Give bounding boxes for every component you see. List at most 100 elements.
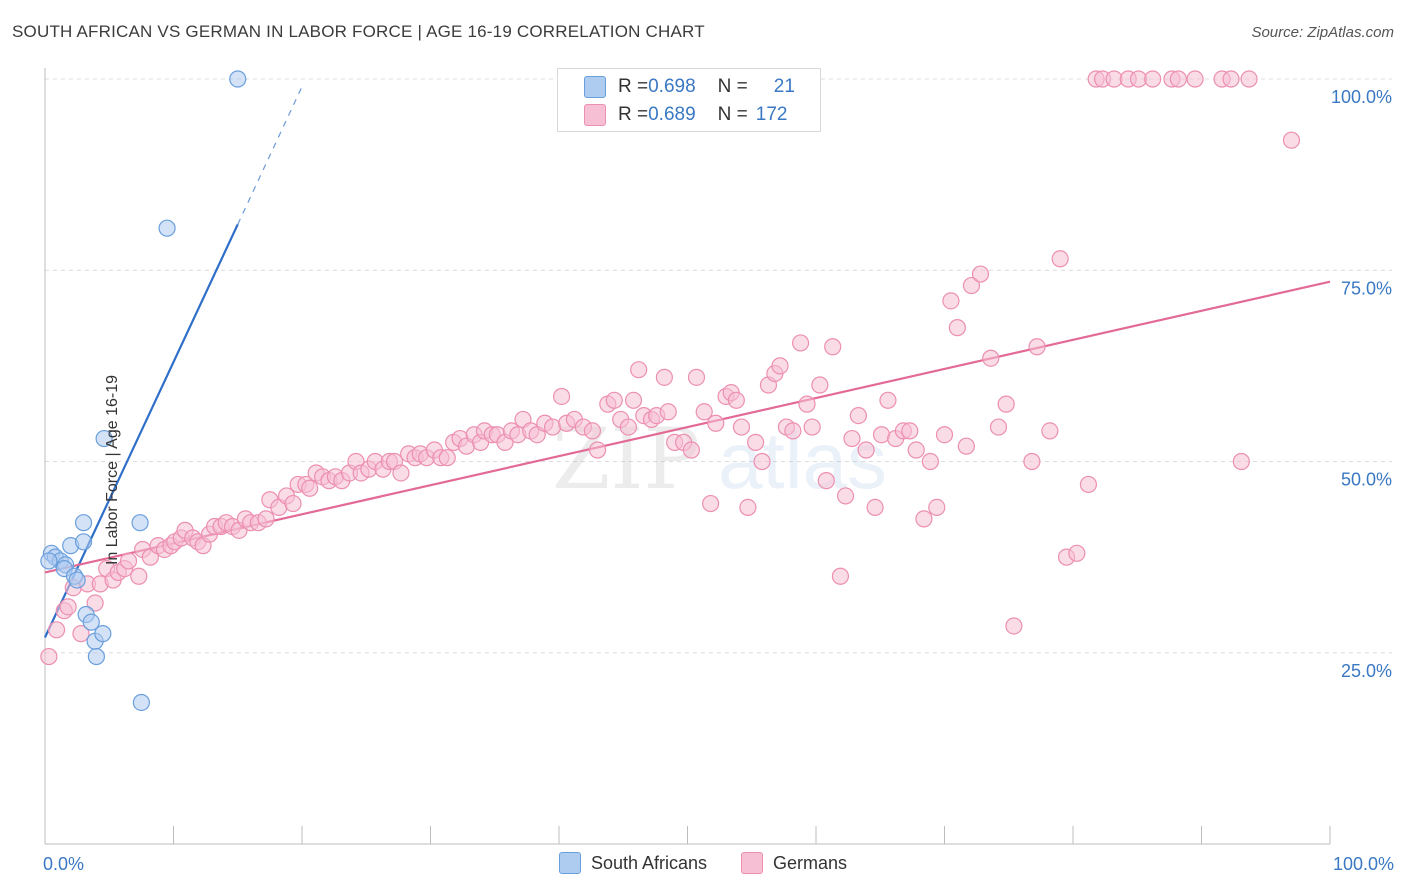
german-point	[907, 441, 925, 459]
r-key: R =	[618, 76, 649, 97]
german-point	[1240, 70, 1258, 88]
german-point	[872, 426, 891, 444]
german-point	[1232, 452, 1250, 471]
german-point	[849, 407, 868, 425]
german-point	[727, 391, 745, 409]
german-point	[1023, 452, 1041, 471]
legend-row-south-africans: R = 0.698 N = 21	[558, 73, 795, 101]
german-point	[707, 414, 725, 432]
german-point	[957, 437, 975, 455]
german-point	[1051, 250, 1069, 268]
tick-labels: 25.0% 50.0% 75.0% 100.0% 0.0% 100.0%	[43, 87, 1394, 874]
grid-lines	[45, 78, 1392, 654]
german-point	[831, 567, 850, 585]
chart-title: SOUTH AFRICAN VS GERMAN IN LABOR FORCE |…	[12, 22, 705, 41]
german-point	[682, 441, 700, 459]
south-african-point	[95, 429, 113, 448]
german-point	[866, 498, 884, 516]
german-point	[928, 498, 946, 516]
german-point	[695, 403, 713, 421]
south-african-point	[74, 533, 93, 551]
german-point	[659, 403, 677, 421]
german-point	[619, 418, 637, 436]
german-point	[284, 494, 302, 513]
r-key: R =	[618, 104, 649, 125]
german-point	[771, 357, 789, 375]
south-african-point	[40, 552, 58, 570]
source-label: Source: ZipAtlas.com	[1251, 24, 1394, 41]
trend-lines	[44, 86, 1331, 638]
series-legend: South Africans Germans	[0, 852, 1406, 874]
south-african-trend-extension	[237, 86, 303, 225]
german-point	[1222, 70, 1240, 88]
german-point	[942, 292, 960, 310]
german-point	[915, 510, 933, 528]
german-point	[687, 368, 706, 386]
german-point	[803, 418, 821, 436]
german-point	[948, 319, 966, 337]
german-point	[997, 395, 1015, 413]
legend-swatch-blue	[584, 76, 606, 98]
n-key: N =	[717, 104, 748, 125]
y-tick-label: 25.0%	[1341, 661, 1392, 681]
south-african-point	[82, 613, 100, 631]
german-point	[1005, 617, 1023, 635]
german-point	[257, 510, 275, 528]
german-point	[583, 422, 602, 440]
german-point	[119, 552, 138, 570]
german-point	[791, 334, 810, 352]
german-point	[624, 391, 643, 409]
y-tick-label: 100.0%	[1331, 87, 1392, 107]
german-point	[971, 265, 990, 283]
german-point	[921, 452, 939, 471]
german-point	[857, 441, 875, 459]
german-point	[739, 498, 757, 516]
legend-row-germans: R = 0.689 N = 172	[558, 101, 787, 129]
south-african-point	[158, 219, 176, 237]
legend-swatch-pink	[584, 104, 606, 126]
german-point	[630, 361, 648, 379]
y-tick-label: 75.0%	[1341, 278, 1392, 298]
german-point	[1068, 544, 1086, 562]
german-point	[935, 426, 954, 444]
german-point	[605, 391, 623, 409]
german-point	[879, 391, 897, 409]
german-point	[1282, 131, 1301, 149]
german-point	[747, 433, 765, 451]
german-point	[59, 598, 77, 616]
german-point	[1144, 70, 1162, 88]
german-point	[40, 647, 58, 666]
german-point	[1186, 70, 1204, 88]
german-point	[86, 594, 104, 612]
n-key: N =	[717, 76, 748, 97]
axes	[44, 68, 1331, 845]
south-african-point	[131, 514, 149, 532]
x-tick-label: 100.0%	[1333, 854, 1394, 874]
r-value: 0.689	[648, 104, 696, 125]
legend-label: Germans	[773, 852, 848, 873]
scatter-points	[40, 70, 1301, 712]
german-point	[817, 472, 835, 490]
y-tick-label: 50.0%	[1341, 470, 1392, 490]
german-point	[588, 441, 607, 459]
german-point	[824, 338, 842, 356]
german-point	[130, 567, 148, 585]
german-point	[784, 422, 802, 440]
legend-item-south-africans[interactable]: South Africans	[558, 852, 707, 874]
german-point	[732, 418, 751, 436]
german-point	[543, 418, 562, 436]
n-value: 172	[755, 104, 788, 125]
r-value: 0.698	[648, 76, 696, 97]
legend-item-germans[interactable]: Germans	[741, 852, 847, 874]
german-point	[843, 429, 861, 448]
south-african-point	[87, 647, 106, 666]
german-point	[753, 452, 771, 471]
german-point	[438, 449, 456, 467]
german-point	[811, 376, 829, 394]
german-point	[72, 625, 90, 643]
y-axis-label: In Labor Force | Age 16-19	[104, 374, 122, 566]
german-point	[552, 387, 571, 406]
german-point	[1041, 422, 1059, 440]
german-point	[962, 276, 981, 295]
